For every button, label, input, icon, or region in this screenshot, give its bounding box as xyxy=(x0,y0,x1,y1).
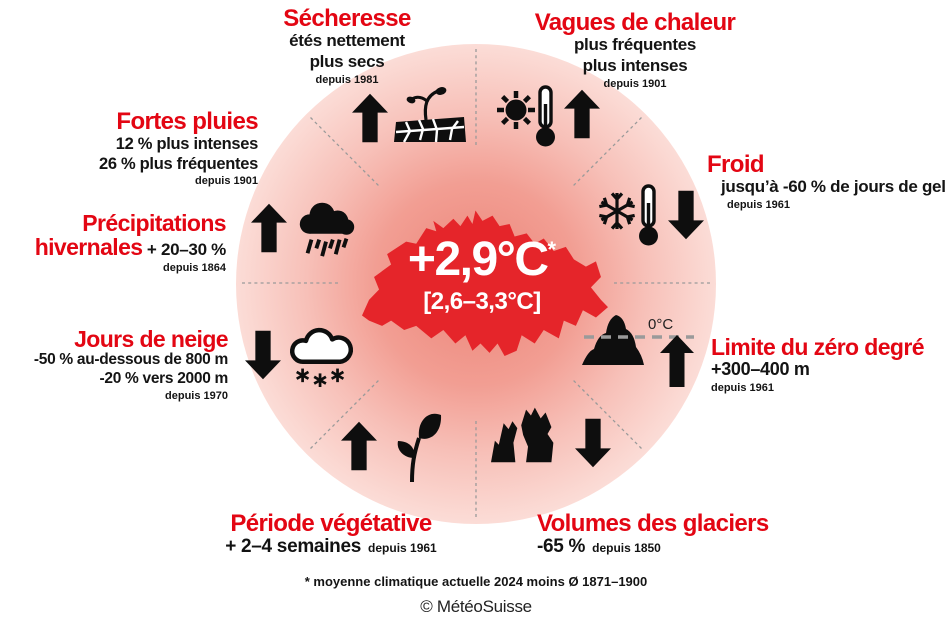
temperature-range: [2,6–3,3°C] xyxy=(423,288,541,315)
sector-value: + 20–30 % xyxy=(146,240,226,260)
up-arrow-icon xyxy=(352,93,388,143)
rain-cloud-icon xyxy=(299,202,355,257)
snow-cloud-icon xyxy=(290,327,353,387)
sprout-icon xyxy=(397,413,442,483)
down-arrow-icon xyxy=(575,418,611,468)
sector-title: Vagues de chaleur xyxy=(534,9,736,36)
down-arrow-icon xyxy=(668,190,704,240)
label-limite-zero-degre: Limite du zéro degré +300–400 m depuis 1… xyxy=(711,335,951,395)
glaciers-icon-group xyxy=(491,401,611,469)
sector-since: depuis 1961 xyxy=(727,198,790,211)
vegetative-icon-group xyxy=(341,410,442,483)
sector-line: 12 % plus intenses xyxy=(115,135,259,154)
sector-title: Jours de neige xyxy=(74,326,229,352)
up-arrow-icon xyxy=(341,421,377,471)
sector-title: Limite du zéro degré xyxy=(711,334,925,360)
down-arrow-icon xyxy=(245,330,281,380)
zero-degree-label: 0°C xyxy=(648,316,673,333)
sector-since: depuis 1901 xyxy=(603,77,667,90)
sector-line: -20 % vers 2000 m xyxy=(99,370,229,388)
neige-icon-group xyxy=(245,321,357,387)
label-jours-de-neige: Jours de neige -50 % au-dessous de 800 m… xyxy=(28,326,229,403)
vagues-icon-group xyxy=(494,84,600,150)
sector-title: Précipitations xyxy=(82,210,226,236)
up-arrow-icon xyxy=(251,203,287,253)
sector-title: Fortes pluies xyxy=(116,108,258,135)
label-precipitations-hivernales: Précipitations hivernales + 20–30 % depu… xyxy=(30,210,227,275)
sector-title: Sécheresse xyxy=(283,5,411,32)
temperature-value: +2,9°C* xyxy=(336,236,628,284)
label-fortes-pluies: Fortes pluies 12 % plus intenses 26 % pl… xyxy=(66,108,259,188)
up-arrow-icon xyxy=(564,89,600,139)
zero-degree-line-icon: 0°C xyxy=(582,315,694,387)
sector-value: + 2–4 semaines xyxy=(225,536,362,558)
label-secheresse: Sécheresse étés nettement plus secs depu… xyxy=(233,6,461,86)
sector-line: +300–400 m xyxy=(711,359,810,380)
label-froid: Froid jusqu’à -60 % de jours de gel depu… xyxy=(707,152,947,212)
footnote: * moyenne climatique actuelle 2024 moins… xyxy=(304,574,648,589)
sector-line: jusqu’à -60 % de jours de gel xyxy=(721,177,946,197)
label-vagues-de-chaleur: Vagues de chaleur plus fréquentes plus i… xyxy=(500,10,770,90)
froid-icon-group xyxy=(597,183,704,249)
sector-line: étés nettement xyxy=(289,31,405,51)
sector-title: Période végétative xyxy=(230,510,432,537)
sector-line: 26 % plus fréquentes xyxy=(98,155,258,174)
snowflake-thermometer-icon xyxy=(599,184,658,246)
sector-line: plus secs xyxy=(309,51,385,71)
sector-since: depuis 1961 xyxy=(368,541,437,556)
sun-thermometer-icon xyxy=(497,85,555,147)
sector-value-row: -65 % depuis 1850 xyxy=(537,536,817,558)
sector-since: depuis 1970 xyxy=(165,389,228,402)
sector-line: plus fréquentes xyxy=(573,35,697,55)
sector-since: depuis 1981 xyxy=(315,73,379,86)
pluies-icon-group xyxy=(251,194,361,260)
temperature-asterisk: * xyxy=(547,237,557,262)
sector-line: -50 % au-dessous de 800 m xyxy=(33,351,228,369)
copyright-credit: © MétéoSuisse xyxy=(420,597,532,616)
secheresse-icon-group xyxy=(352,84,466,144)
sector-title: Volumes des glaciers xyxy=(537,510,769,537)
temperature-number: +2,9°C xyxy=(407,233,549,286)
glacier-icon xyxy=(491,407,554,463)
sector-since: depuis 1961 xyxy=(711,382,774,395)
sector-title-part: hivernales xyxy=(34,234,143,261)
sector-line: plus intenses xyxy=(582,55,688,75)
label-periode-vegetative: Période végétative + 2–4 semaines depuis … xyxy=(205,511,457,558)
switzerland-map xyxy=(362,210,608,356)
drought-icon xyxy=(394,87,466,143)
sector-since: depuis 1850 xyxy=(592,541,661,556)
sector-title: Froid xyxy=(707,151,765,178)
sector-title-row: hivernales + 20–30 % xyxy=(30,234,227,261)
label-volumes-glaciers: Volumes des glaciers -65 % depuis 1850 xyxy=(537,511,817,558)
sector-value: -65 % xyxy=(537,536,586,558)
sector-since: depuis 1864 xyxy=(163,261,226,274)
sector-since: depuis 1901 xyxy=(195,175,258,188)
sector-value-row: + 2–4 semaines depuis 1961 xyxy=(205,536,457,558)
